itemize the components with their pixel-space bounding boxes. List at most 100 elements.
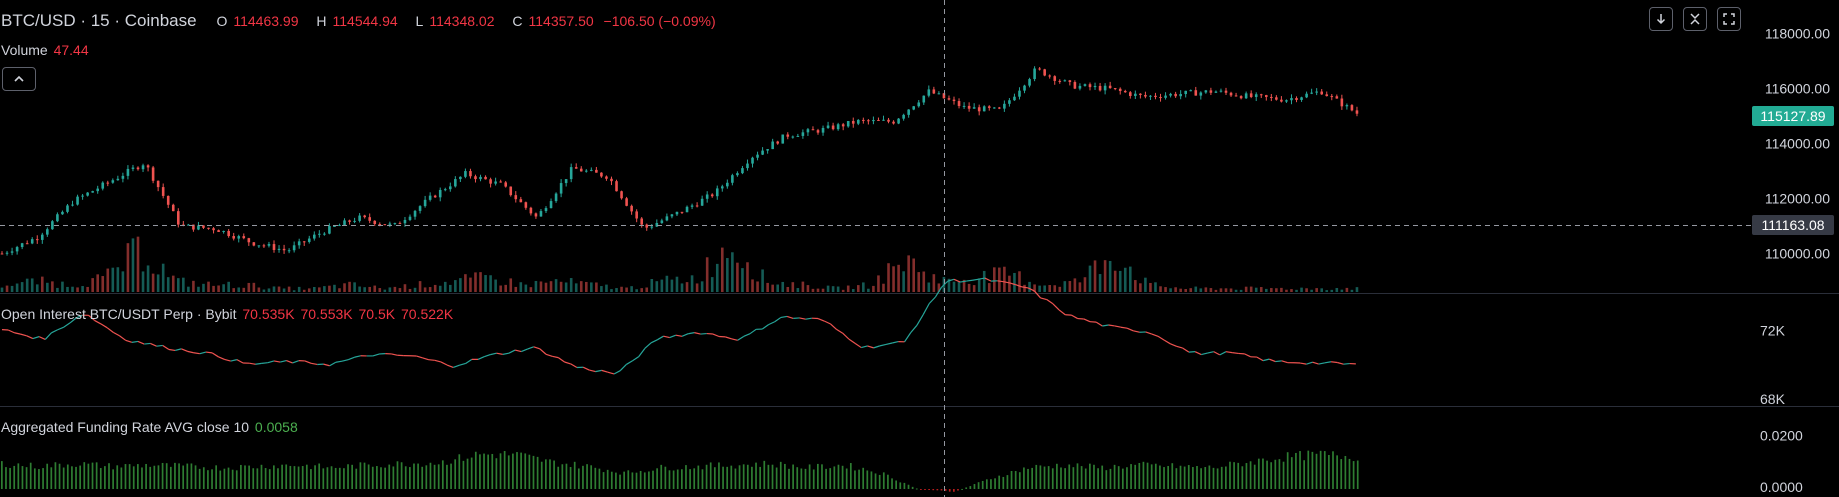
volume-bar (318, 287, 321, 292)
candle-body (660, 220, 664, 223)
volume-bar (872, 285, 875, 292)
candle-body (700, 198, 704, 206)
open-interest-segment (181, 348, 188, 352)
open-interest-segment (1269, 358, 1276, 363)
candle-body (242, 236, 246, 239)
price-candle (262, 243, 266, 248)
price-candle (1300, 96, 1303, 102)
candle-body (5, 252, 9, 254)
open-interest-segment (292, 360, 299, 364)
candle-body (499, 181, 502, 183)
funding-rate-bar (392, 466, 395, 489)
open-interest-segment (1015, 284, 1023, 288)
maximize-pane-button[interactable] (1717, 7, 1741, 31)
candle-body (554, 193, 558, 202)
volume-bar (499, 285, 502, 292)
funding-rate-bar (223, 468, 226, 489)
price-candle (806, 127, 810, 136)
volume-bar (333, 284, 336, 292)
funding-rate-bar (495, 458, 498, 489)
volume-label[interactable]: Volume (1, 42, 48, 58)
price-candle (972, 103, 976, 109)
funding-rate-bar (458, 454, 461, 489)
funding-rate-bar (400, 462, 403, 489)
price-candle (1154, 92, 1157, 100)
open-interest-segment (261, 362, 268, 364)
funding-rate-bar (50, 467, 53, 489)
funding-rate-bar (734, 468, 737, 489)
open-interest-segment (1201, 352, 1208, 356)
price-candle (1330, 94, 1334, 101)
funding-rate-bar (1159, 465, 1161, 489)
candle-body (715, 188, 719, 197)
funding-rate-bar (409, 467, 411, 489)
funding-rate-bar (91, 462, 94, 489)
funding-rate-bar (891, 478, 893, 489)
open-interest-segment (799, 317, 806, 320)
price-candle (504, 180, 508, 188)
funding-rate-bar (87, 463, 90, 489)
open-interest-label[interactable]: Open Interest BTC/USDT Perp · Bybit (1, 306, 237, 322)
volume-bar (504, 284, 508, 292)
volume-bar (972, 285, 976, 292)
funding-rate-bar (371, 466, 374, 489)
open-interest-segment (805, 317, 812, 320)
price-candle (776, 140, 780, 145)
volume-bar (81, 286, 84, 292)
open-interest-segment (916, 314, 924, 326)
candle-body (781, 134, 785, 144)
open-interest-segment (941, 280, 949, 288)
price-candle (720, 184, 724, 192)
volume-bar (791, 282, 795, 292)
candle-body (710, 194, 714, 197)
funding-rate-bar (569, 467, 572, 489)
open-interest-segment (1207, 351, 1214, 354)
funding-rate-bar (231, 469, 234, 489)
funding-rate-bar (499, 453, 502, 489)
volume-bar (902, 271, 905, 292)
price-candle (766, 149, 769, 154)
candle-body (811, 129, 815, 131)
funding-rate-bar (623, 471, 626, 489)
funding-rate-bar (1076, 463, 1079, 489)
symbol-title[interactable]: BTC/USD · 15 · Coinbase (1, 11, 197, 30)
collapse-pane-button[interactable] (1683, 7, 1707, 31)
funding-rate-bar (1109, 468, 1112, 489)
candle-body (620, 191, 623, 199)
funding-rate-bar (990, 479, 992, 489)
funding-rate-bar (668, 470, 671, 489)
funding-rate-bar (1126, 467, 1128, 489)
collapse-legend-button[interactable] (2, 67, 36, 91)
open-interest-segment (749, 328, 757, 335)
open-interest-segment (112, 331, 120, 337)
volume-bar (836, 286, 840, 292)
volume-bar (957, 281, 961, 292)
candle-body (1214, 91, 1218, 93)
funding-rate-bar (800, 468, 803, 489)
price-candle (1073, 80, 1077, 90)
funding-rate-bar (689, 469, 691, 489)
candle-body (297, 241, 301, 246)
volume-bar (1013, 272, 1016, 292)
move-pane-down-button[interactable] (1649, 7, 1673, 31)
candle-body (207, 227, 210, 229)
candle-body (40, 234, 44, 240)
funding-rate-bar (219, 470, 222, 489)
funding-rate-label[interactable]: Aggregated Funding Rate AVG close 10 (1, 419, 250, 435)
price-candle (1169, 92, 1172, 98)
open-interest-segment (768, 321, 775, 326)
funding-rate-bar (17, 463, 20, 489)
price-candle (620, 190, 623, 200)
candle-body (902, 114, 905, 119)
funding-rate-bar (297, 466, 300, 489)
candle-body (141, 165, 145, 170)
volume-bar (584, 281, 588, 292)
candle-body (1320, 91, 1324, 95)
price-candle (726, 179, 729, 189)
funding-rate-bar (606, 469, 609, 489)
funding-rate-bar (635, 472, 638, 489)
volume-bar (1063, 281, 1067, 292)
candle-body (232, 236, 236, 239)
chevron-up-icon (14, 75, 24, 82)
